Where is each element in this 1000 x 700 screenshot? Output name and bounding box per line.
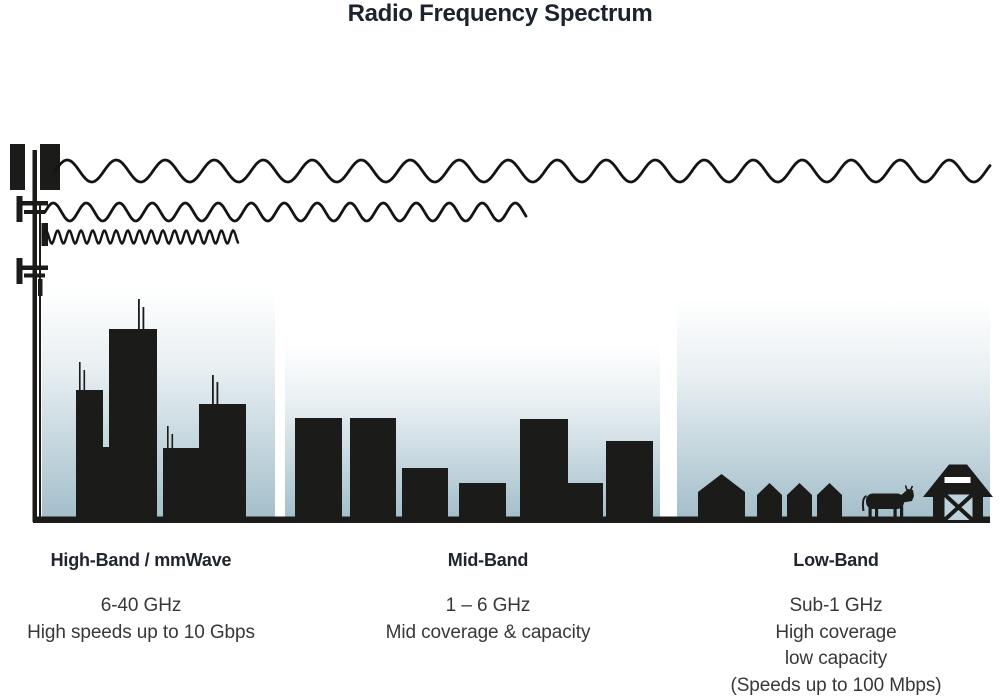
low-band-wave-icon [53, 158, 992, 184]
high-band-description: High speeds up to 10 Gbps [27, 621, 255, 643]
low-band-description-1: High coverage [775, 621, 897, 643]
cow-icon [861, 485, 914, 520]
house-icon [757, 483, 782, 520]
high-band-heading: High-Band / mmWave [50, 550, 232, 570]
low-band-label-group: Low-Band Sub-1 GHz High coverage low cap… [686, 550, 986, 699]
rural-scene [698, 464, 993, 522]
midrise-buildings-icon [295, 418, 653, 520]
high-band-frequency: 6-40 GHz [100, 595, 182, 616]
mid-band-frequency: 1 – 6 GHz [445, 595, 531, 616]
mid-band-wave-icon [43, 201, 528, 223]
low-band-description-2: low capacity [784, 648, 888, 669]
spectrum-diagram [10, 144, 993, 523]
page-title: Radio Frequency Spectrum [347, 0, 653, 27]
low-band-heading: Low-Band [793, 550, 879, 570]
mid-band-heading: Mid-Band [447, 550, 529, 570]
city-skyline-icon [76, 299, 246, 520]
high-band-label-group: High-Band / mmWave 6-40 GHz High speeds … [0, 550, 282, 646]
low-band-frequency: Sub-1 GHz [789, 595, 883, 616]
mid-band-description: Mid coverage & capacity [385, 621, 591, 643]
high-band-wave-icon [41, 228, 240, 246]
mid-band-label-group: Mid-Band 1 – 6 GHz Mid coverage & capaci… [348, 550, 628, 646]
house-icon [698, 474, 745, 520]
house-icon [817, 483, 842, 520]
ground-line [33, 516, 990, 523]
barn-icon [923, 464, 993, 522]
low-band-description-3: (Speeds up to 100 Mbps) [730, 674, 942, 696]
house-icon [787, 483, 812, 520]
